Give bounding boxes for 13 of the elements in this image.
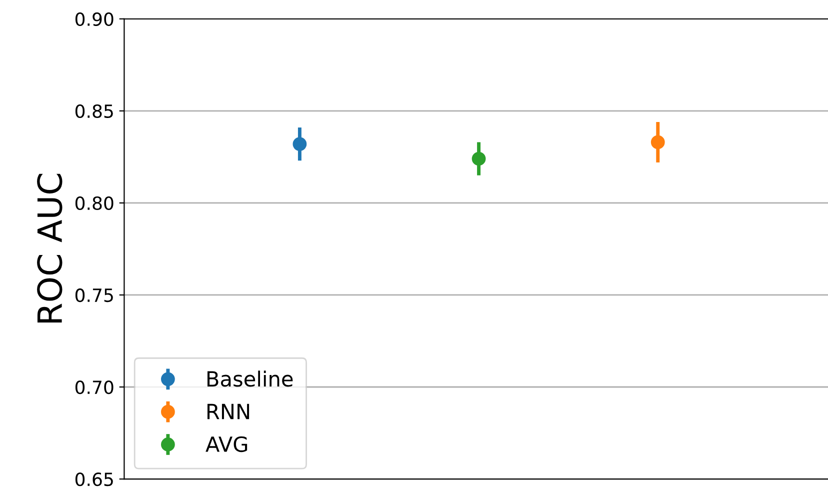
legend-label: Baseline [207,370,293,387]
point [292,137,307,151]
y-tick-label: 0.75 [75,288,113,302]
point [472,152,486,166]
y-tick-label: 0.65 [75,472,113,486]
y-tick-label: 0.80 [75,196,114,210]
legend-label: AVG [206,436,248,452]
y-tick-label: 0.90 [75,12,114,26]
y-axis-title: ROC AUC [37,174,62,323]
y-tick-label: 0.70 [75,380,114,394]
y-tick-label: 0.85 [75,104,113,118]
point [650,135,665,150]
legend-label: RNN [207,404,250,420]
